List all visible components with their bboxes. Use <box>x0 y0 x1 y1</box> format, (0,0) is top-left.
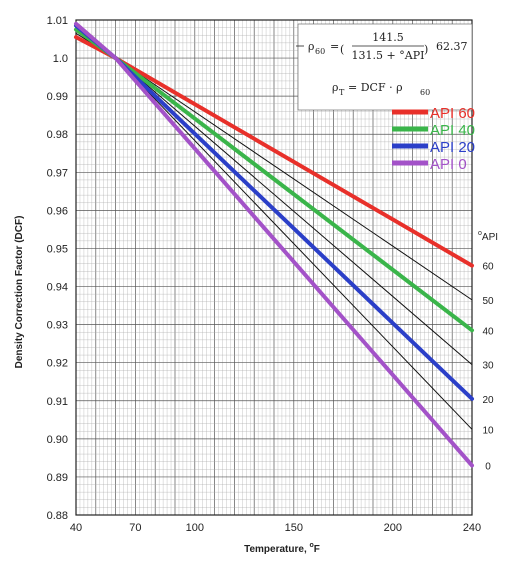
y-tick-label: 0.95 <box>47 243 68 255</box>
y-tick-label: 0.97 <box>47 167 68 179</box>
y-tick-label: 0.96 <box>47 205 68 217</box>
x-tick-label: 200 <box>384 522 402 534</box>
api-axis-label: 50 <box>482 296 494 307</box>
y-tick-labels: 1.01 1.0 0.99 0.98 0.97 0.96 0.95 0.94 0.93 0.92 0… <box>47 15 68 522</box>
series-line <box>74 21 474 468</box>
x-axis-label-main: Temperature, <box>244 544 309 555</box>
rho60-subscript: 60 <box>315 47 325 56</box>
rhoT-subscript: T <box>339 88 345 97</box>
legend-label: API 20 <box>430 139 475 156</box>
rhoT-symbol: ρ <box>332 81 338 94</box>
api-axis-label: 20 <box>482 395 494 406</box>
equation-numerator: 141.5 <box>372 31 404 44</box>
y-tick-label: 0.93 <box>47 320 68 332</box>
api-axis-title-text: API <box>482 232 498 243</box>
rhoT-rhs: = DCF · ρ <box>348 81 403 94</box>
y-tick-label: 1.0 <box>53 53 68 65</box>
legend-label: API 40 <box>430 122 475 139</box>
equation-factor: 62.37 <box>436 40 468 53</box>
y-axis-label: Density Correction Factor (DCF) <box>14 216 25 369</box>
y-tick-label: 0.99 <box>47 91 68 103</box>
y-tick-label: 1.01 <box>47 15 68 27</box>
legend-label: API 60 <box>430 105 475 122</box>
api-axis-labels: 60 50 40 30 20 10 0 <box>482 262 494 473</box>
x-tick-label: 40 <box>70 522 82 534</box>
legend-label: API 0 <box>430 156 467 173</box>
api-axis-label: 60 <box>482 262 494 273</box>
highlighted-api-lines <box>74 21 474 468</box>
api-axis-title-degree: o <box>478 230 482 237</box>
y-tick-label: 0.91 <box>47 396 68 408</box>
equation-open-paren: ( <box>340 43 344 56</box>
y-tick-label: 0.94 <box>47 282 68 294</box>
equation-box-frame <box>297 23 473 111</box>
x-tick-label: 240 <box>463 522 481 534</box>
y-tick-label: 0.88 <box>47 510 68 522</box>
y-tick-label: 0.89 <box>47 472 68 484</box>
x-axis-label: Temperature, oF <box>244 542 320 555</box>
api-axis-label: 10 <box>482 425 494 436</box>
x-tick-label: 100 <box>186 522 204 534</box>
equation-box: ρ 60 = ( 141.5 131.5 + °API ) 62.37 ρ T … <box>296 23 473 111</box>
api-axis-label: 40 <box>482 326 494 337</box>
equation-denominator: 131.5 + °API <box>352 49 425 62</box>
x-axis-label-degree: o <box>310 542 314 549</box>
rhoT-rhs-subscript: 60 <box>420 88 430 97</box>
y-tick-label: 0.90 <box>47 434 68 446</box>
equation-equals: = <box>330 40 339 53</box>
x-tick-labels: 40 70 100 150 200 240 <box>70 522 481 534</box>
equation-close-paren: ) <box>424 43 428 56</box>
x-tick-label: 150 <box>285 522 303 534</box>
api-axis-label: 30 <box>482 361 494 372</box>
y-tick-label: 0.98 <box>47 129 68 141</box>
api-axis-label: 0 <box>485 462 491 473</box>
y-tick-label: 0.92 <box>47 358 68 370</box>
rho60-symbol: ρ <box>308 40 314 53</box>
api-axis-title: oAPI <box>478 230 498 243</box>
x-tick-label: 70 <box>129 522 141 534</box>
x-axis-label-unit: F <box>314 544 320 555</box>
